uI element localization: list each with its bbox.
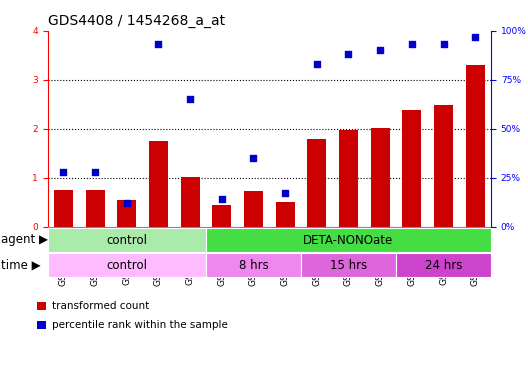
Text: transformed count: transformed count xyxy=(52,301,149,311)
Bar xyxy=(149,141,168,227)
Point xyxy=(313,61,321,67)
Point xyxy=(91,169,99,175)
Point xyxy=(218,196,226,202)
Point xyxy=(281,190,289,196)
Bar xyxy=(276,202,295,227)
Text: DETA-NONOate: DETA-NONOate xyxy=(304,233,393,247)
Point xyxy=(186,96,194,103)
Text: 15 hrs: 15 hrs xyxy=(330,259,367,272)
Point xyxy=(154,41,163,48)
Text: time ▶: time ▶ xyxy=(1,259,40,272)
Point xyxy=(122,200,131,206)
Text: 8 hrs: 8 hrs xyxy=(239,259,268,272)
Point xyxy=(59,169,68,175)
Bar xyxy=(181,177,200,227)
Point xyxy=(249,155,258,161)
Bar xyxy=(402,110,421,227)
Bar xyxy=(54,190,73,227)
Point xyxy=(471,33,479,40)
Bar xyxy=(466,65,485,227)
Text: control: control xyxy=(106,233,147,247)
Bar xyxy=(117,200,136,227)
Bar xyxy=(244,191,263,227)
Point xyxy=(344,51,353,57)
Text: percentile rank within the sample: percentile rank within the sample xyxy=(52,320,228,330)
Point xyxy=(408,41,416,48)
Point xyxy=(376,47,384,53)
Bar xyxy=(339,130,358,227)
Point xyxy=(439,41,448,48)
Bar xyxy=(86,190,105,227)
Bar xyxy=(212,205,231,227)
Text: GDS4408 / 1454268_a_at: GDS4408 / 1454268_a_at xyxy=(48,14,224,28)
Bar xyxy=(434,105,453,227)
Bar xyxy=(371,127,390,227)
Bar xyxy=(307,139,326,227)
Text: control: control xyxy=(106,259,147,272)
Text: 24 hrs: 24 hrs xyxy=(425,259,462,272)
Text: agent ▶: agent ▶ xyxy=(1,233,48,247)
